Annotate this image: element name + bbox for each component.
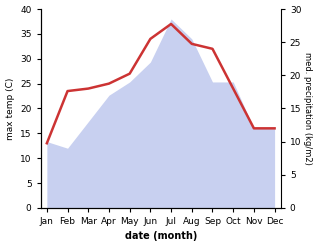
X-axis label: date (month): date (month) (125, 231, 197, 242)
Y-axis label: med. precipitation (kg/m2): med. precipitation (kg/m2) (303, 52, 313, 165)
Y-axis label: max temp (C): max temp (C) (5, 77, 15, 140)
